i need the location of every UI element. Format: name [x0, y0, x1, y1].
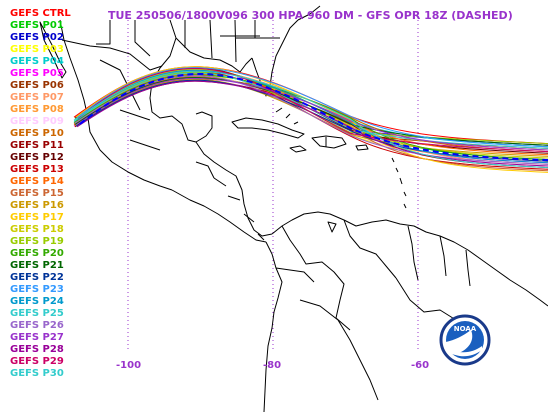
ensemble-contour-line: [73, 70, 548, 169]
legend-item: GEFS P08: [10, 104, 64, 115]
legend-item: GEFS P03: [10, 44, 64, 55]
island-cuba: [231, 117, 305, 139]
ensemble-contour-line: [75, 77, 548, 151]
legend-item: GEFS P25: [10, 308, 64, 319]
legend-item: GEFS P28: [10, 344, 64, 355]
coastline-central-america: [171, 189, 267, 243]
coastline-south-america-pacific: [263, 241, 283, 412]
legend-item: GEFS P10: [10, 128, 64, 139]
legend-item: GEFS P15: [10, 188, 64, 199]
ensemble-contour-line: [75, 79, 548, 162]
coastline-gulf-of-mexico: [149, 19, 213, 143]
legend-item: GEFS P27: [10, 332, 64, 343]
ensemble-contour-line: [76, 67, 548, 148]
legend: GEFS CTRL GEFS P01 GEFS P02 GEFS P03 GEFS P0…: [10, 8, 71, 380]
longitude-label-80w: -80: [263, 360, 282, 371]
ensemble-contour-line: [75, 66, 548, 173]
legend-item: GEFS P14: [10, 176, 64, 187]
lake-maracaibo: [327, 221, 337, 233]
noaa-logo-gull: [446, 330, 473, 353]
ensemble-contour-line: [77, 68, 548, 153]
ensemble-contour-line: [76, 68, 548, 159]
legend-item: GEFS P24: [10, 296, 64, 307]
longitude-label-60w: -60: [411, 360, 430, 371]
border-ecuador: [275, 267, 315, 283]
ensemble-contours: [73, 66, 548, 173]
coastline-south-america-north: [271, 211, 548, 307]
legend-item: GEFS P26: [10, 320, 64, 331]
legend-item: GEFS P06: [10, 80, 64, 91]
islands-bahamas: [275, 95, 299, 125]
coastline-central-america-caribbean: [195, 141, 273, 237]
ensemble-contour-line: [77, 69, 548, 164]
legend-item: GEFS P16: [10, 200, 64, 211]
legend-item: GEFS P20: [10, 248, 64, 259]
legend-item: GEFS P07: [10, 92, 64, 103]
border-us-mexico: [61, 39, 163, 71]
operational-contour: [79, 72, 548, 161]
ensemble-contour-line: [73, 74, 548, 161]
legend-item: GEFS P19: [10, 236, 64, 247]
noaa-logo-text: NOAA: [454, 325, 477, 333]
legend-item: GEFS P17: [10, 212, 64, 223]
border-central-america: [195, 161, 265, 241]
legend-item: GEFS P23: [10, 284, 64, 295]
ensemble-contour-line: [74, 77, 548, 146]
noaa-logo: NOAA: [439, 314, 491, 366]
legend-item: GEFS P09: [10, 116, 64, 127]
border-guyana: [407, 225, 471, 287]
legend-item: GEFS P13: [10, 164, 64, 175]
legend-item: GEFS P21: [10, 260, 64, 271]
border-us-states: [96, 19, 280, 63]
legend-item: GEFS P11: [10, 140, 64, 151]
ensemble-contour-line: [73, 72, 548, 149]
island-puerto-rico: [355, 144, 369, 151]
border-mexico-states: [99, 59, 161, 151]
legend-item: GEFS P22: [10, 272, 64, 283]
coastline-mexico-pacific: [59, 19, 173, 191]
map-title: TUE 250506/1800V096 300 HPA 960 DM - GFS…: [108, 9, 513, 22]
border-colombia: [281, 225, 345, 319]
ensemble-contour-line: [74, 75, 548, 165]
noaa-logo-wave: [448, 346, 482, 357]
legend-item: GEFS P12: [10, 152, 64, 163]
island-jamaica: [289, 145, 307, 153]
legend-item: GEFS P02: [10, 32, 64, 43]
gridlines: [127, 20, 419, 352]
border-peru: [299, 299, 379, 401]
legend-item: GEFS P29: [10, 356, 64, 367]
island-hispaniola: [311, 135, 347, 149]
legend-item: GEFS P30: [10, 368, 64, 379]
islands-lesser-antilles: [391, 157, 407, 209]
border-venezuela: [343, 219, 397, 279]
ensemble-contour-line: [76, 80, 548, 167]
coastline-us-east: [297, 5, 321, 21]
legend-item: GEFS P01: [10, 20, 64, 31]
coastline-gulf-north: [175, 37, 253, 73]
legend-item: GEFS P04: [10, 56, 64, 67]
legend-item: GEFS P05: [10, 68, 64, 79]
legend-item: GEFS P18: [10, 224, 64, 235]
longitude-label-100w: -100: [116, 360, 142, 371]
coastline-baja: [39, 21, 67, 79]
legend-item: GEFS CTRL: [10, 8, 71, 19]
